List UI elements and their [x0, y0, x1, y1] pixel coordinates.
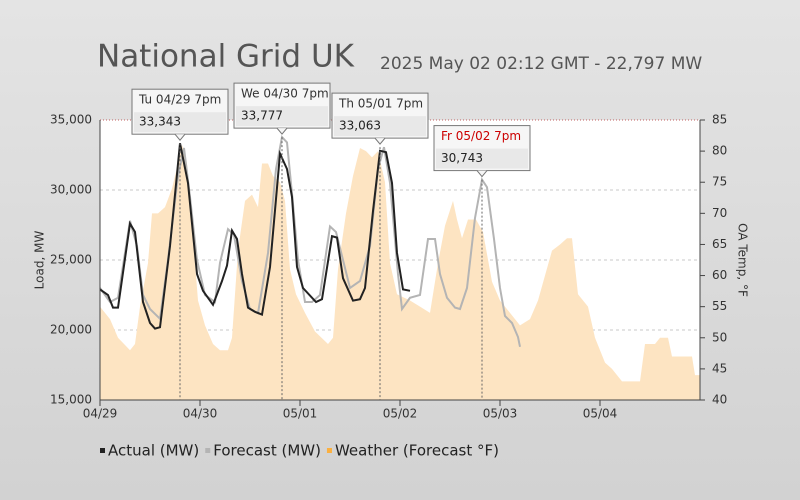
y2-tick-label: 85 — [712, 113, 727, 127]
callout-value-bg — [334, 116, 426, 137]
y2-tick-label: 60 — [712, 268, 727, 282]
legend-swatch — [326, 448, 332, 453]
chart-title: National Grid UK — [97, 39, 355, 75]
y2-axis-label: OA Temp, °F — [736, 223, 750, 297]
y2-tick-label: 65 — [712, 237, 727, 251]
x-tick-label: 05/04 — [583, 407, 618, 421]
legend-label: Weather (Forecast °F) — [335, 442, 499, 460]
callout-label: Tu 04/29 7pm — [138, 93, 221, 107]
series-line — [99, 143, 411, 330]
x-tick-label: 05/02 — [383, 407, 418, 421]
legend-swatch — [205, 448, 211, 453]
callout-pointer — [374, 137, 386, 145]
callout-value: 33,063 — [339, 119, 381, 133]
y2-tick-label: 50 — [712, 330, 727, 344]
callout-pointer — [174, 133, 186, 141]
chart-subtitle: 2025 May 02 02:12 GMT - 22,797 MW — [380, 54, 702, 74]
callout-value: 30,743 — [441, 151, 483, 165]
y2-tick-label: 45 — [712, 361, 727, 375]
callout-pointer — [276, 127, 288, 135]
y-tick-label: 15,000 — [50, 393, 92, 407]
callout-value: 33,343 — [139, 115, 181, 129]
x-tick-label: 05/03 — [483, 407, 518, 421]
callout-label: Th 05/01 7pm — [338, 97, 423, 111]
y-axis-label: Load, MW — [33, 231, 47, 290]
x-tick-label: 04/29 — [83, 407, 118, 421]
y-tick-label: 25,000 — [50, 253, 92, 267]
callout-value-bg — [134, 112, 226, 133]
legend-swatch — [100, 448, 105, 453]
x-tick-label: 04/30 — [183, 407, 218, 421]
callout-label: We 04/30 7pm — [241, 87, 329, 101]
callout-value-bg — [236, 106, 328, 127]
y2-tick-label: 75 — [712, 175, 727, 189]
callout-value-bg — [436, 148, 528, 169]
y-tick-label: 30,000 — [50, 183, 92, 197]
legend-label: Forecast (MW) — [213, 442, 321, 460]
weather-area — [100, 144, 700, 400]
y2-tick-label: 40 — [712, 393, 727, 407]
y-tick-label: 35,000 — [50, 113, 92, 127]
callout-label: Fr 05/02 7pm — [441, 129, 521, 143]
legend-label: Actual (MW) — [108, 442, 199, 460]
callout-pointer — [476, 170, 488, 178]
y2-tick-label: 55 — [712, 299, 727, 313]
x-tick-label: 05/01 — [283, 407, 318, 421]
y-tick-label: 20,000 — [50, 323, 92, 337]
y2-tick-label: 70 — [712, 206, 727, 220]
y2-tick-label: 80 — [712, 144, 727, 158]
callout-value: 33,777 — [241, 109, 283, 123]
